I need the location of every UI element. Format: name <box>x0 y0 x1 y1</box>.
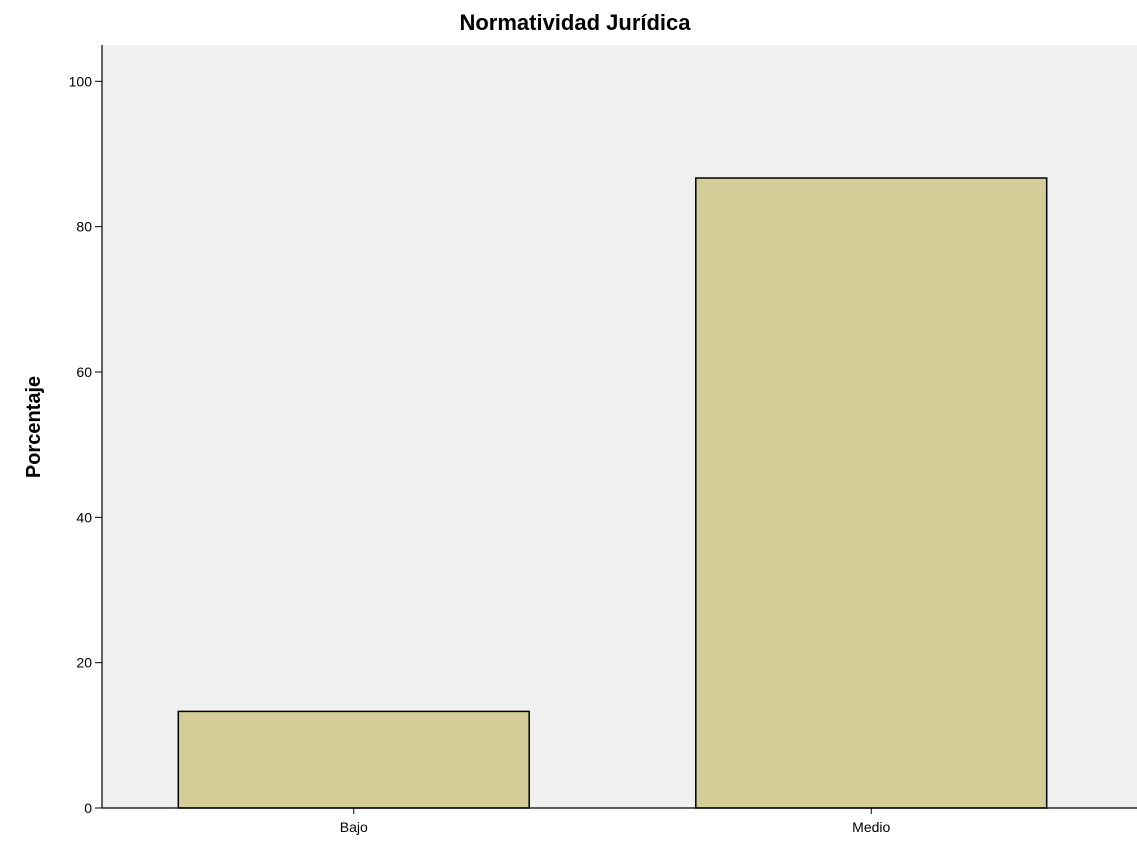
bars-layer <box>177 177 1048 809</box>
y-tick-label: 100 <box>69 73 93 89</box>
y-tick-label: 80 <box>76 219 92 235</box>
y-tick-label: 0 <box>84 800 92 816</box>
bar-bajo <box>177 710 530 809</box>
y-axis: 0 20 40 60 80 100 <box>69 45 103 816</box>
x-tick-label: Bajo <box>340 819 368 835</box>
chart-title: Normatividad Jurídica <box>459 10 691 35</box>
y-axis-label: Porcentaje <box>23 376 45 478</box>
y-tick-label: 20 <box>76 655 92 671</box>
x-tick-label: Medio <box>852 819 890 835</box>
y-tick-label: 60 <box>76 364 92 380</box>
y-tick-label: 40 <box>76 509 92 525</box>
bar-medio <box>695 177 1048 809</box>
x-axis: Bajo Medio <box>102 807 1137 835</box>
